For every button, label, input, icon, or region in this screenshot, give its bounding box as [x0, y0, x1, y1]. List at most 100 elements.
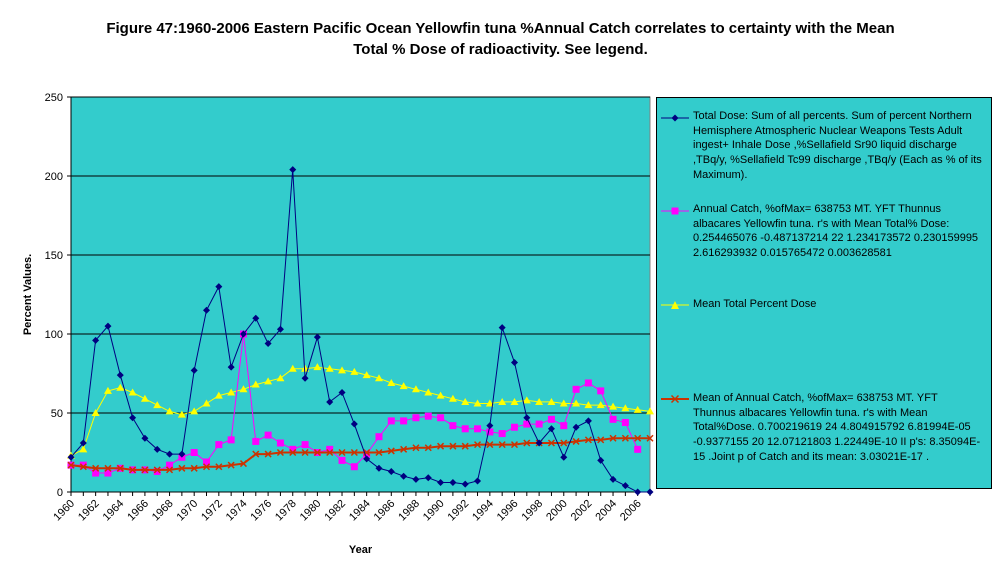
point-mean-dose-1978	[288, 364, 297, 372]
point-total-dose-1998	[535, 439, 543, 447]
point-annual-catch-1977	[276, 439, 284, 447]
point-mean-catch-1991	[449, 442, 457, 450]
x-tick-label-1996: 1996	[495, 498, 521, 524]
x-tick-label-1972: 1972	[199, 498, 225, 524]
point-total-dose-1973	[227, 363, 235, 371]
point-total-dose-1995	[498, 324, 506, 332]
y-tick-label-0: 0	[57, 487, 63, 499]
point-total-dose-2007	[646, 488, 654, 496]
point-annual-catch-1968	[166, 461, 174, 469]
chart-title: Figure 47:1960-2006 Eastern Pacific Ocea…	[0, 18, 1001, 60]
point-mean-catch-2006	[634, 434, 642, 442]
legend-swatch-annual-catch	[661, 204, 689, 216]
point-mean-catch-1965	[129, 466, 137, 474]
point-total-dose-1988	[412, 475, 420, 483]
point-mean-catch-1963	[104, 464, 112, 472]
point-mean-catch-1987	[400, 445, 408, 453]
legend-swatch-mean-dose	[661, 298, 689, 310]
plot-area	[70, 96, 651, 493]
point-total-dose-1974	[239, 330, 247, 338]
legend-label-mean-dose: Mean Total Percent Dose	[693, 298, 817, 310]
point-mean-catch-1994	[486, 441, 494, 449]
point-mean-catch-1962	[92, 464, 100, 472]
y-tick-label-250: 250	[45, 92, 63, 104]
legend-label-annual-catch: Annual Catch, %ofMax= 638753 MT. YFT Thu…	[693, 203, 979, 260]
point-mean-dose-2001	[572, 399, 581, 407]
point-mean-catch-1973	[227, 461, 235, 469]
point-mean-catch-1996	[510, 441, 519, 449]
x-tick-label-1974: 1974	[224, 498, 250, 524]
point-mean-catch-2003	[597, 436, 605, 444]
point-mean-dose-1981	[325, 364, 334, 372]
point-mean-dose-1989	[424, 388, 433, 396]
x-tick-label-2006: 2006	[618, 498, 644, 524]
point-mean-dose-1991	[448, 394, 457, 402]
point-total-dose-2001	[572, 423, 580, 431]
point-total-dose-2004	[609, 475, 617, 483]
x-tick-label-1976: 1976	[248, 498, 274, 524]
point-mean-catch-1999	[547, 439, 555, 447]
point-mean-dose-1970	[190, 407, 199, 415]
point-annual-catch-1979	[301, 441, 309, 449]
point-mean-dose-2005	[621, 404, 630, 412]
point-mean-catch-1971	[202, 463, 211, 471]
point-mean-catch-1988	[412, 444, 420, 452]
point-total-dose-1968	[166, 450, 174, 458]
point-mean-catch-1978	[289, 448, 297, 457]
point-annual-catch-1967	[153, 467, 161, 475]
point-mean-dose-1980	[313, 363, 322, 371]
point-annual-catch-1991	[449, 422, 457, 430]
point-mean-catch-1966	[141, 466, 149, 474]
point-annual-catch-1987	[400, 417, 408, 425]
point-total-dose-1978	[289, 166, 297, 174]
point-annual-catch-1990	[437, 414, 445, 422]
point-total-dose-1987	[400, 472, 408, 480]
point-annual-catch-2005	[621, 418, 629, 426]
point-mean-dose-1965	[128, 388, 137, 396]
point-mean-catch-1995	[498, 441, 506, 449]
point-mean-dose-1977	[276, 374, 285, 382]
point-mean-catch-1992	[461, 442, 469, 450]
x-tick-label-1988: 1988	[396, 498, 422, 524]
x-tick-label-1984: 1984	[347, 498, 373, 524]
point-mean-dose-1972	[214, 391, 223, 399]
legend: Total Dose: Sum of all percents. Sum of …	[656, 97, 992, 489]
point-mean-dose-1968	[165, 407, 174, 415]
point-mean-dose-2000	[559, 399, 568, 407]
point-mean-dose-1962	[91, 409, 100, 416]
x-tick-label-1998: 1998	[519, 498, 545, 524]
point-total-dose-1994	[486, 422, 494, 430]
point-total-dose-1967	[153, 445, 161, 453]
point-total-dose-1996	[510, 358, 518, 366]
point-total-dose-2003	[597, 456, 605, 464]
point-mean-dose-1983	[350, 367, 359, 375]
point-total-dose-1992	[461, 480, 469, 488]
point-total-dose-1964	[116, 371, 124, 379]
point-mean-catch-1975	[252, 450, 260, 458]
point-mean-dose-1973	[227, 388, 236, 396]
x-tick-label-1990: 1990	[421, 498, 447, 524]
point-mean-catch-1981	[326, 448, 334, 457]
x-tick-label-1986: 1986	[372, 498, 398, 524]
point-total-dose-1997	[523, 414, 531, 422]
point-mean-catch-1983	[350, 448, 358, 457]
point-mean-catch-1997	[523, 439, 531, 447]
point-mean-dose-1999	[547, 397, 556, 405]
point-total-dose-1966	[141, 434, 149, 442]
point-mean-catch-1982	[338, 448, 346, 457]
point-mean-dose-1990	[436, 391, 445, 399]
x-tick-label-1994: 1994	[470, 498, 496, 524]
point-mean-dose-2006	[633, 405, 642, 413]
point-annual-catch-2006	[634, 445, 642, 453]
point-annual-catch-1994	[486, 428, 494, 436]
point-annual-catch-2000	[560, 422, 568, 430]
point-total-dose-1993	[474, 477, 482, 485]
y-tick-label-50: 50	[51, 408, 63, 420]
x-axis-title: Year	[349, 544, 373, 556]
point-mean-catch-1972	[215, 463, 223, 471]
point-annual-catch-1972	[215, 441, 223, 449]
chart-title-line-2: Total % Dose of radioactivity. See legen…	[353, 41, 648, 58]
x-tick-label-1980: 1980	[298, 498, 324, 524]
point-annual-catch-1963	[104, 469, 112, 477]
